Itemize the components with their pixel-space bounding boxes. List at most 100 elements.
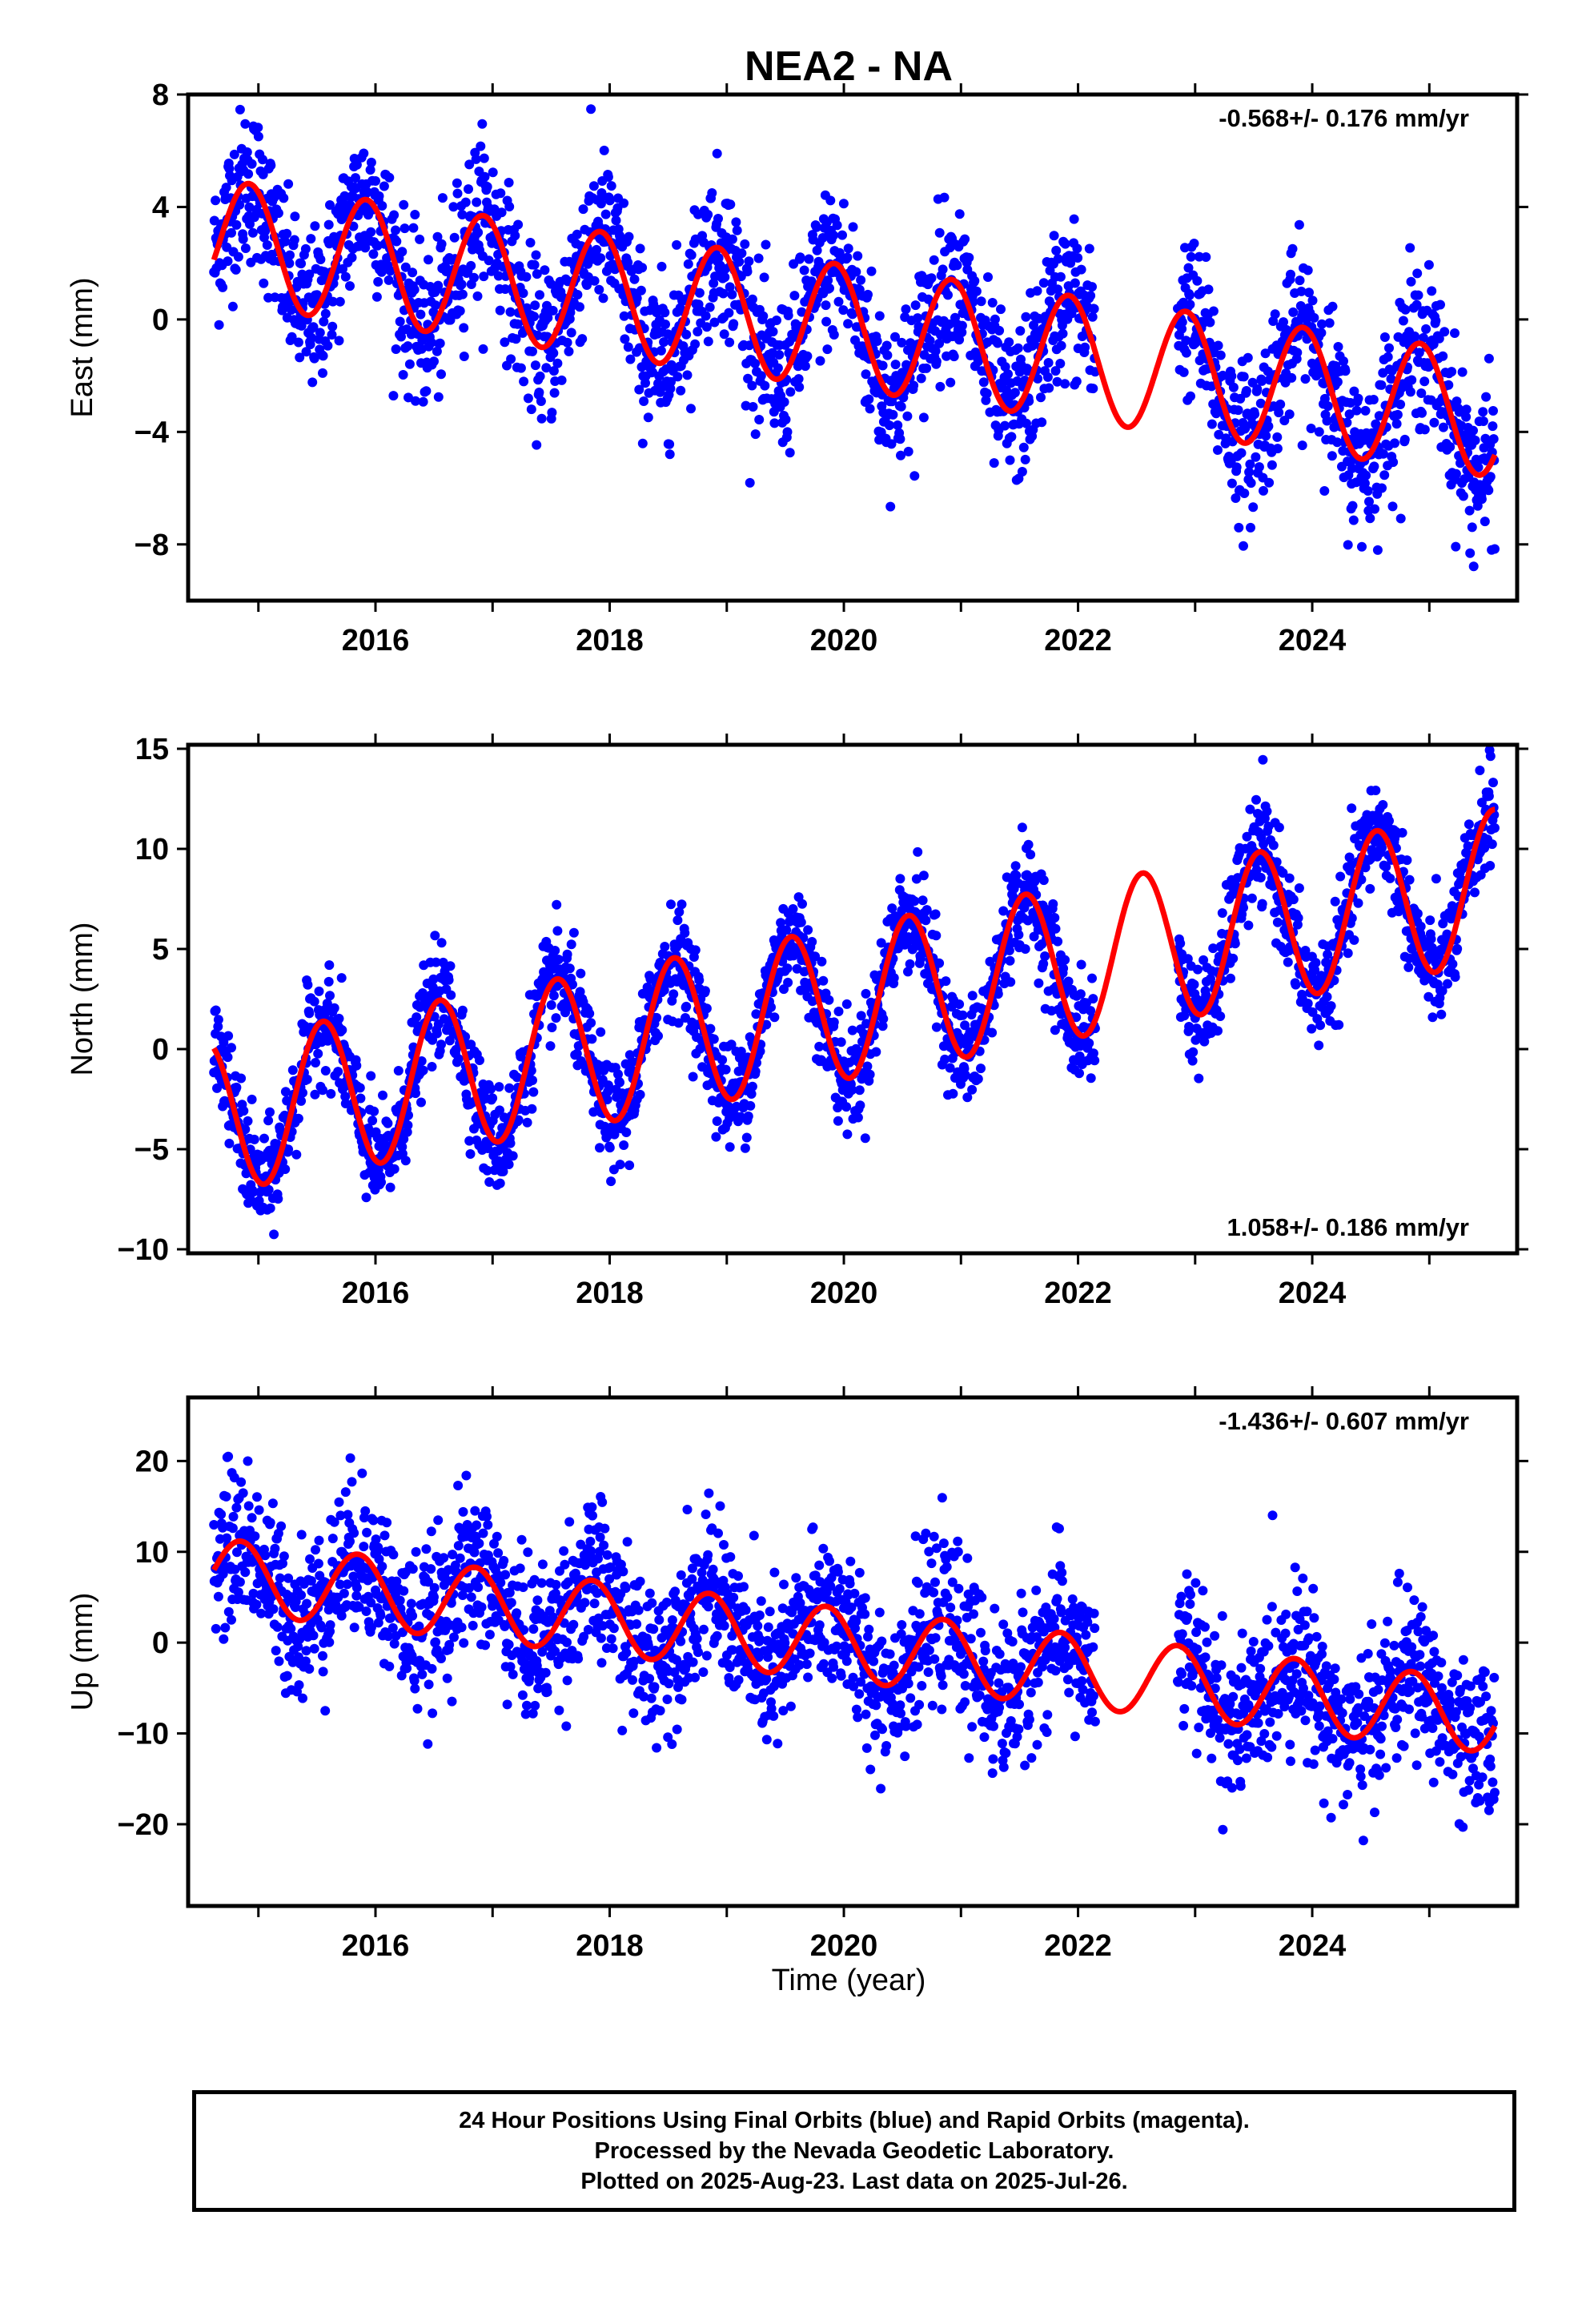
data-point [712,1116,722,1126]
data-point [1226,973,1235,983]
data-point [604,1143,615,1153]
data-point [446,990,456,1000]
data-point [613,1069,623,1080]
data-point [635,1089,645,1100]
data-point [619,1140,629,1150]
data-point [276,1521,287,1531]
data-point [269,1229,279,1240]
data-point [1306,424,1316,433]
data-point [240,243,251,253]
data-point [745,1100,756,1111]
data-point [769,418,780,428]
data-point [1288,895,1299,905]
data-point [359,148,369,159]
data-point [1487,447,1497,457]
data-point [1473,462,1484,472]
data-point [388,391,399,401]
data-point [952,260,962,271]
data-point [548,305,558,316]
data-point [592,244,602,255]
data-point [856,1011,866,1021]
data-point [1072,243,1082,254]
data-point [1005,955,1015,966]
data-point [1451,468,1461,479]
data-point [486,1084,496,1094]
data-point [1233,405,1243,416]
data-point [1287,372,1297,383]
x-tick-label: 2018 [576,624,644,657]
data-point [404,392,413,403]
data-point [727,289,737,300]
data-point [921,915,931,926]
data-point [660,942,670,951]
data-point [910,300,921,311]
data-point [896,450,905,460]
data-point [848,222,858,232]
data-point [987,298,998,308]
data-point [939,192,950,203]
data-point [1294,219,1304,230]
data-point [430,931,440,941]
data-point [957,320,967,331]
data-point [1004,337,1014,348]
data-point [921,905,932,915]
data-point [287,332,297,342]
data-point [635,243,645,254]
data-point [1378,448,1388,459]
data-point [1255,398,1266,408]
data-point [478,344,488,354]
data-point [469,272,479,283]
data-point [866,266,877,276]
data-point [312,290,322,300]
data-point [525,238,536,247]
data-point [259,278,269,288]
data-point [243,169,254,179]
data-point [541,363,552,373]
data-point [1291,979,1301,990]
data-point [259,1133,269,1144]
data-point [782,963,793,974]
data-point [782,427,793,437]
data-point [379,181,389,191]
data-point [1236,448,1247,458]
data-point [530,300,540,311]
data-point [355,1093,366,1104]
data-point [336,973,347,983]
data-point [781,414,791,424]
data-point [473,227,484,238]
data-point [415,234,425,244]
data-point [308,1630,319,1641]
data-point [589,275,600,286]
data-point [665,384,676,394]
data-point [620,334,630,344]
data-point [213,1021,223,1031]
data-point [253,131,263,142]
data-point [1000,362,1010,372]
data-point [308,322,319,332]
data-point [247,1094,257,1104]
y-axis-label-east: East (mm) [66,277,99,417]
data-point [1205,317,1215,328]
data-point [254,1505,264,1515]
data-point [508,1151,518,1161]
data-point [550,946,560,955]
data-point [1370,504,1379,514]
data-point [1251,794,1261,805]
data-point [214,320,224,330]
data-point [531,250,541,260]
data-point [488,167,498,178]
data-point [964,1035,974,1046]
data-point [1020,454,1030,464]
data-point [756,371,766,381]
data-point [916,373,926,384]
data-point [1088,384,1098,394]
data-point [1423,259,1434,270]
data-point [818,975,829,986]
data-point [1244,467,1255,477]
data-point [1087,282,1097,292]
data-point [1267,460,1277,470]
data-point [673,372,683,382]
data-point [543,312,553,323]
data-point [526,404,536,415]
